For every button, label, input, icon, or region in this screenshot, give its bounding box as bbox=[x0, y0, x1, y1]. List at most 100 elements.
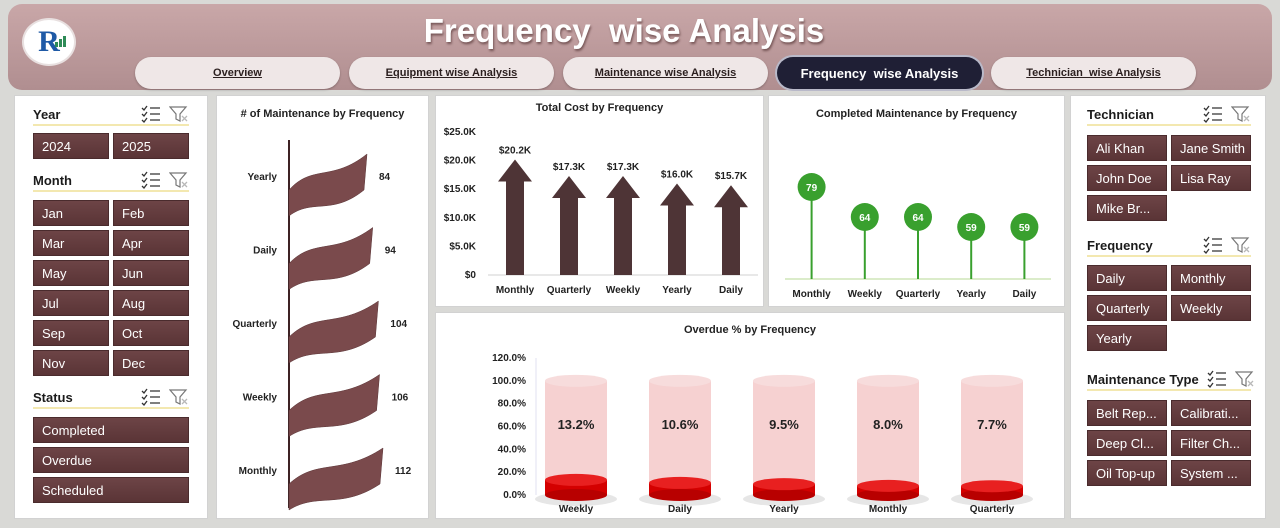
frequency-slicer-title: Frequency bbox=[1087, 237, 1153, 253]
frequency-option[interactable]: Quarterly bbox=[1087, 295, 1167, 321]
clear-filter-icon[interactable] bbox=[1230, 105, 1251, 123]
total-cost-chart-panel: Total Cost by Frequency $0 $5.0K $10.0K $15… bbox=[435, 95, 764, 307]
cylinder-base bbox=[961, 489, 1023, 501]
maintenance-type-option[interactable]: Calibrati... bbox=[1171, 400, 1251, 426]
technician-option[interactable]: John Doe bbox=[1087, 165, 1167, 191]
clear-filter-icon[interactable] bbox=[168, 171, 189, 189]
data-label: 84 bbox=[379, 172, 391, 183]
data-label: 106 bbox=[392, 393, 409, 404]
month-option[interactable]: May bbox=[33, 260, 109, 286]
data-label: 13.2% bbox=[558, 417, 595, 432]
month-option[interactable]: Sep bbox=[33, 320, 109, 346]
year-option[interactable]: 2024 bbox=[33, 133, 109, 159]
tab-overview[interactable]: Overview bbox=[135, 57, 340, 89]
clear-filter-icon[interactable] bbox=[168, 105, 189, 123]
data-label: $17.3K bbox=[607, 162, 640, 173]
technician-slicer-header: Technician bbox=[1087, 104, 1251, 126]
frequency-option[interactable]: Weekly bbox=[1171, 295, 1251, 321]
month-option[interactable]: Jan bbox=[33, 200, 109, 226]
flag-bar bbox=[288, 447, 384, 511]
month-option[interactable]: Mar bbox=[33, 230, 109, 256]
status-slicer-header: Status bbox=[33, 387, 189, 409]
multi-select-icon[interactable] bbox=[1203, 105, 1223, 123]
technician-option[interactable]: Jane Smith bbox=[1171, 135, 1251, 161]
month-option[interactable]: Aug bbox=[113, 290, 189, 316]
cylinder-fill-top bbox=[753, 478, 815, 491]
status-option[interactable]: Completed bbox=[33, 417, 189, 443]
data-label: 9.5% bbox=[769, 417, 799, 432]
completed-maintenance-chart-panel: Completed Maintenance by Frequency 79 Mon… bbox=[768, 95, 1065, 307]
clear-filter-icon[interactable] bbox=[1234, 370, 1255, 388]
cylinder-body bbox=[961, 380, 1023, 495]
clear-filter-icon[interactable] bbox=[1230, 236, 1251, 254]
cylinder-top bbox=[545, 374, 607, 387]
data-label: 59 bbox=[1019, 223, 1031, 234]
month-option[interactable]: Dec bbox=[113, 350, 189, 376]
data-label: $17.3K bbox=[553, 162, 586, 173]
tab-technician-wise-analysis[interactable]: Technician wise Analysis bbox=[991, 57, 1196, 89]
data-label: 94 bbox=[385, 246, 397, 257]
month-option[interactable]: Apr bbox=[113, 230, 189, 256]
arrow-bar bbox=[552, 176, 586, 275]
data-label: $16.0K bbox=[661, 169, 694, 180]
chart-title: # of Maintenance by Frequency bbox=[240, 108, 405, 120]
month-option[interactable]: Feb bbox=[113, 200, 189, 226]
arrow-bar bbox=[660, 183, 694, 275]
tab-maintenance-wise-analysis[interactable]: Maintenance wise Analysis bbox=[563, 57, 768, 89]
month-option[interactable]: Nov bbox=[33, 350, 109, 376]
category-label: Monthly bbox=[869, 504, 908, 515]
technician-option[interactable]: Mike Br... bbox=[1087, 195, 1167, 221]
frequency-option[interactable]: Yearly bbox=[1087, 325, 1167, 351]
maintenance-type-option[interactable]: Deep Cl... bbox=[1087, 430, 1167, 456]
status-option[interactable]: Scheduled bbox=[33, 477, 189, 503]
status-option[interactable]: Overdue bbox=[33, 447, 189, 473]
flag-bar bbox=[288, 226, 374, 290]
month-option[interactable]: Oct bbox=[113, 320, 189, 346]
y-tick-label: $0 bbox=[465, 270, 477, 281]
category-label: Yearly bbox=[956, 289, 986, 300]
arrow-bar bbox=[498, 159, 532, 275]
month-option[interactable]: Jul bbox=[33, 290, 109, 316]
y-tick-label: 120.0% bbox=[492, 353, 526, 364]
year-option[interactable]: 2025 bbox=[113, 133, 189, 159]
multi-select-icon[interactable] bbox=[1207, 370, 1227, 388]
cylinder-fill-top bbox=[649, 476, 711, 489]
multi-select-icon[interactable] bbox=[141, 388, 161, 406]
category-label: Yearly bbox=[769, 504, 799, 515]
lollipop-head bbox=[850, 203, 879, 231]
chart-title: Overdue % by Frequency bbox=[683, 324, 817, 336]
category-label: Daily bbox=[668, 504, 692, 515]
data-label: 59 bbox=[966, 223, 978, 234]
technician-option[interactable]: Ali Khan bbox=[1087, 135, 1167, 161]
maintenance-type-option[interactable]: Belt Rep... bbox=[1087, 400, 1167, 426]
y-tick-label: $5.0K bbox=[449, 241, 476, 252]
cylinder-top bbox=[649, 374, 711, 387]
data-label: 79 bbox=[806, 183, 818, 194]
cylinder-fill-top bbox=[961, 480, 1023, 493]
y-tick-label: 40.0% bbox=[498, 444, 526, 455]
technician-slicer-title: Technician bbox=[1087, 106, 1154, 122]
tab-frequency-wise-analysis[interactable]: Frequency wise Analysis bbox=[777, 57, 982, 89]
technician-option[interactable]: Lisa Ray bbox=[1171, 165, 1251, 191]
multi-select-icon[interactable] bbox=[1203, 236, 1223, 254]
lollipop-head bbox=[797, 173, 826, 201]
frequency-option[interactable]: Monthly bbox=[1171, 265, 1251, 291]
month-option[interactable]: Jun bbox=[113, 260, 189, 286]
cylinder-base bbox=[649, 489, 711, 501]
data-label: 112 bbox=[395, 466, 412, 477]
overdue-percent-chart: 0.0% 20.0% 40.0% 60.0% 80.0% 100.0% 120.0% 13.2… bbox=[492, 353, 1033, 515]
maintenance-type-option[interactable]: Filter Ch... bbox=[1171, 430, 1251, 456]
frequency-option[interactable]: Daily bbox=[1087, 265, 1167, 291]
maintenance-type-option[interactable]: Oil Top-up bbox=[1087, 460, 1167, 486]
cylinder-top bbox=[753, 374, 815, 387]
multi-select-icon[interactable] bbox=[141, 171, 161, 189]
data-label: 8.0% bbox=[873, 417, 903, 432]
clear-filter-icon[interactable] bbox=[168, 388, 189, 406]
right-slicer-panel: Technician Ali Khan Jane Smith John Doe … bbox=[1070, 95, 1266, 519]
multi-select-icon[interactable] bbox=[141, 105, 161, 123]
category-label: Daily bbox=[253, 246, 277, 257]
chart-title: Total Cost by Frequency bbox=[535, 102, 664, 114]
tab-equipment-wise-analysis[interactable]: Equipment wise Analysis bbox=[349, 57, 554, 89]
total-cost-chart: $0 $5.0K $10.0K $15.0K $20.0K $25.0K $20.2K Mon… bbox=[444, 127, 758, 296]
maintenance-type-option[interactable]: System ... bbox=[1171, 460, 1251, 486]
